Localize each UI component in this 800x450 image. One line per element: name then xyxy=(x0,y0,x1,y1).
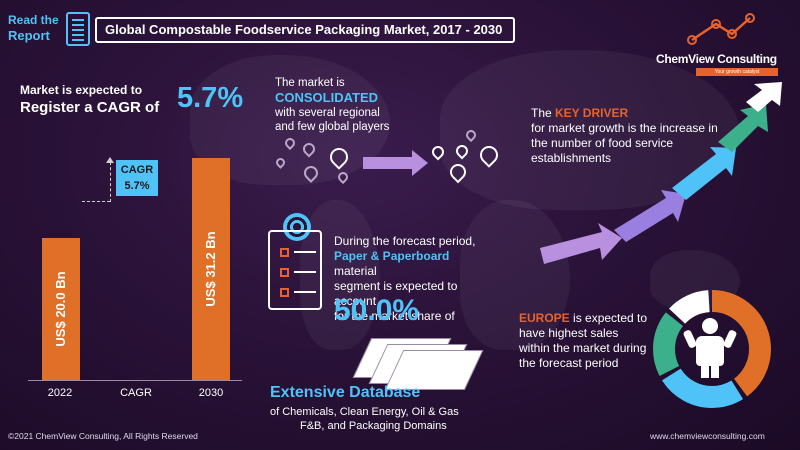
bar-label-2022: US$ 20.0 Bn xyxy=(53,271,68,347)
cagr-callout-value: 5.7% xyxy=(124,180,150,192)
europe-highlight: EUROPE xyxy=(519,311,570,325)
logo-tagline: Your growth catalyst xyxy=(696,68,778,76)
growth-arrow-1 xyxy=(540,223,622,264)
checklist-line xyxy=(294,251,316,253)
key-driver-prefix: The xyxy=(531,106,556,120)
key-driver-rest: for market growth is the increase in the… xyxy=(531,121,718,165)
bar-2022 xyxy=(42,237,80,380)
paper-line2-rest: material xyxy=(334,264,377,278)
logo-name: ChemView Consulting xyxy=(656,52,777,66)
growth-arrows-graphic xyxy=(540,82,782,264)
bar-label-2030: US$ 31.2 Bn xyxy=(203,231,218,307)
target-icon xyxy=(283,213,311,241)
cagr-headline-value: 5.7% xyxy=(177,82,244,114)
cagr-headline-line1: Market is expected to xyxy=(20,83,143,97)
paper-highlight: Paper & Paperboard xyxy=(334,249,450,263)
checkbox-icon xyxy=(280,288,289,297)
website-link[interactable]: www.chemviewconsulting.com xyxy=(650,431,765,441)
read-the-report-line1: Read the xyxy=(8,13,59,27)
key-driver-text: The KEY DRIVER for market growth is the … xyxy=(531,106,731,166)
consolidated-line3: with several regional xyxy=(275,107,380,119)
world-map-africa xyxy=(460,200,570,350)
checkbox-icon xyxy=(280,268,289,277)
checkbox-icon xyxy=(280,248,289,257)
consolidated-highlight: CONSOLIDATED xyxy=(275,90,379,105)
europe-text: EUROPE is expected to have highest sales… xyxy=(519,311,649,371)
chemview-logo: ChemView Consulting Your growth catalyst xyxy=(654,10,790,80)
cagr-callout-label: CAGR xyxy=(120,164,154,176)
cagr-dashed-connector xyxy=(82,201,110,202)
cagr-dashed-riser xyxy=(110,162,111,202)
paper-line3: segment is expected to account xyxy=(334,279,458,308)
growth-arrow-5 xyxy=(746,82,782,112)
database-line2: F&B, and Packaging Domains xyxy=(300,420,447,432)
europe-rest: is expected to have highest sales within… xyxy=(519,311,648,370)
donut-segment-europe xyxy=(653,290,771,408)
x-tick-2030: 2030 xyxy=(198,387,224,399)
read-the-report-line2: Report xyxy=(8,28,50,43)
paper-share-value: 50.0% xyxy=(334,294,420,327)
key-driver-highlight: KEY DRIVER xyxy=(555,106,629,120)
person-icon-leg xyxy=(711,364,719,378)
donut-segment-2 xyxy=(653,290,771,408)
paper-line1: During the forecast period, xyxy=(334,234,476,248)
consolidation-arrow-head xyxy=(412,150,428,176)
growth-arrow-4 xyxy=(718,104,768,152)
checklist-clipboard-icon xyxy=(268,230,322,310)
database-title: Extensive Database xyxy=(270,384,421,401)
region-donut-chart xyxy=(653,290,771,408)
x-tick-2022: 2022 xyxy=(47,387,73,399)
paper-segment-text: During the forecast period, Paper & Pape… xyxy=(334,234,494,324)
report-document-icon xyxy=(66,12,90,46)
consolidated-line4: and few global players xyxy=(275,121,390,133)
person-icon-leg xyxy=(701,364,709,378)
chart-x-axis xyxy=(28,380,242,381)
consolidation-arrow xyxy=(363,157,413,169)
copyright-text: ©2021 ChemView Consulting, All Rights Re… xyxy=(8,431,198,441)
person-icon xyxy=(702,318,718,334)
infographic-title: Global Compostable Foodservice Packaging… xyxy=(95,17,515,43)
paper-line4: for the market share of xyxy=(334,309,455,323)
growth-arrow-3 xyxy=(672,147,736,200)
checklist-line xyxy=(294,291,316,293)
growth-arrow-2 xyxy=(614,190,686,242)
database-line1: of Chemicals, Clean Energy, Oil & Gas xyxy=(270,406,459,418)
cagr-arrow-head xyxy=(106,157,114,163)
checklist-line xyxy=(294,271,316,273)
person-icon-body xyxy=(696,336,724,366)
donut-segment-3 xyxy=(653,290,771,408)
cagr-callout-box: CAGR 5.7% xyxy=(116,160,158,196)
consolidated-line1: The market is xyxy=(275,77,345,89)
world-map-south-america xyxy=(300,200,380,350)
growth-line-icon xyxy=(687,13,755,45)
x-tick-cagr: CAGR xyxy=(120,387,152,399)
read-the-report-link[interactable]: Read the Report xyxy=(8,10,92,50)
cagr-headline-line2: Register a CAGR of xyxy=(20,99,160,116)
bar-2030 xyxy=(192,158,230,380)
